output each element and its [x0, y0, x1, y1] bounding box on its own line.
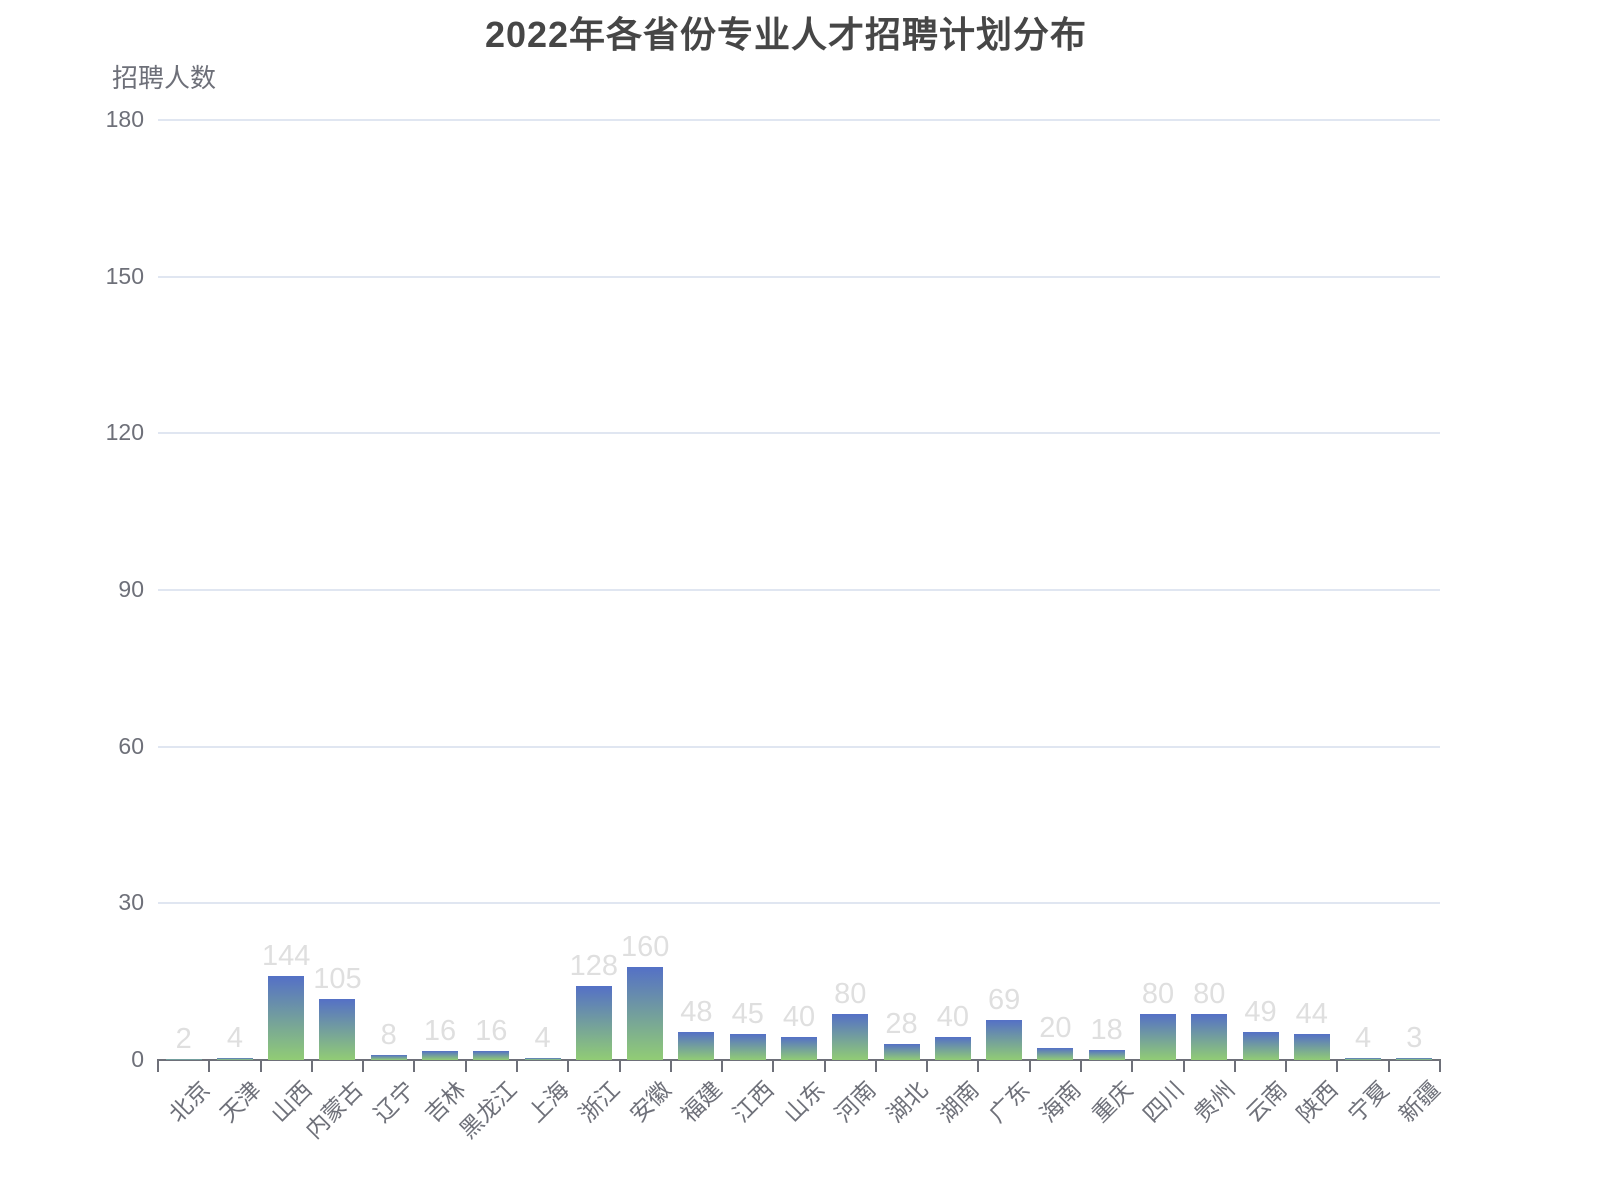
x-axis-tick [259, 1061, 262, 1072]
bar[interactable] [729, 1033, 766, 1060]
bar-value-label: 80 [834, 977, 867, 1010]
bar[interactable] [1345, 1057, 1382, 1060]
y-tick-label: 0 [131, 1046, 144, 1072]
bar-value-label: 8 [380, 1019, 397, 1052]
y-tick-label: 180 [105, 106, 144, 132]
bar[interactable] [1293, 1034, 1330, 1060]
bar-value-label: 40 [782, 1000, 816, 1033]
bar[interactable] [1037, 1048, 1074, 1060]
bar[interactable] [575, 985, 612, 1060]
bar-value-label: 144 [261, 940, 311, 973]
bar[interactable] [165, 1058, 202, 1060]
chart-title: 2022年各省份专业人才招聘计划分布 [484, 14, 1088, 55]
x-axis-tick [1182, 1061, 1185, 1072]
bar[interactable] [1088, 1049, 1125, 1060]
bar[interactable] [832, 1013, 869, 1060]
bar-value-label: 49 [1244, 995, 1277, 1028]
gridline [158, 589, 1440, 591]
x-axis-tick [977, 1061, 980, 1072]
bar[interactable] [1191, 1013, 1228, 1060]
bar-value-label: 3 [1406, 1022, 1423, 1055]
x-axis-tick [362, 1061, 365, 1072]
bar[interactable] [781, 1036, 817, 1060]
bar[interactable] [1139, 1013, 1176, 1060]
y-tick-label: 150 [105, 262, 144, 289]
bar-value-label: 16 [475, 1014, 508, 1047]
bar[interactable] [1242, 1031, 1279, 1060]
bar-value-label: 105 [313, 963, 362, 996]
x-axis-tick [1080, 1061, 1083, 1072]
plot-area: 0 30 60 90 120 150 180 2 北京 4 天津 144 山西 105 内蒙古 8 辽宁 16 吉林… [106, 106, 1445, 1143]
bar-value-label: 40 [936, 1000, 969, 1033]
x-axis-tick [1131, 1061, 1134, 1072]
gridline [158, 745, 1440, 748]
x-axis-tick [515, 1061, 518, 1072]
x-axis-line [157, 1059, 1441, 1061]
bar[interactable] [627, 967, 664, 1060]
x-axis-tick [618, 1061, 621, 1072]
x-axis-tick [1336, 1061, 1339, 1072]
bar-value-label: 4 [226, 1021, 243, 1054]
bar[interactable] [524, 1057, 561, 1060]
bar-value-label: 4 [1355, 1021, 1372, 1054]
bar-value-label: 44 [1295, 998, 1328, 1031]
bar-value-label: 128 [569, 949, 619, 982]
y-tick-label: 60 [118, 732, 144, 759]
x-axis-tick [1233, 1061, 1236, 1072]
bar-value-label: 48 [680, 996, 713, 1029]
x-axis-tick [1387, 1061, 1390, 1072]
bar-value-label: 69 [987, 983, 1021, 1016]
bar[interactable] [319, 999, 356, 1060]
x-axis-tick [721, 1061, 724, 1072]
bar[interactable] [473, 1050, 510, 1060]
x-axis-tick [669, 1061, 672, 1072]
bar-value-label: 4 [534, 1021, 551, 1054]
bar-value-label: 45 [731, 997, 764, 1030]
y-tick-label: 30 [118, 889, 144, 916]
bar-value-label: 80 [1193, 977, 1226, 1010]
y-tick-label: 120 [105, 419, 144, 446]
bar-value-label: 160 [620, 931, 670, 964]
bar-value-label: 80 [1141, 977, 1175, 1010]
x-axis-tick [1285, 1061, 1288, 1072]
gridline [158, 119, 1440, 121]
x-axis-tick [310, 1061, 313, 1072]
x-axis-tick [464, 1061, 467, 1072]
bar[interactable] [678, 1032, 715, 1060]
bar[interactable] [883, 1043, 920, 1060]
x-axis-tick [926, 1061, 929, 1072]
x-axis-tick [772, 1061, 775, 1072]
bar-value-label: 2 [175, 1022, 192, 1055]
x-axis-tick [823, 1061, 826, 1072]
x-axis-tick [1028, 1061, 1031, 1072]
bar[interactable] [422, 1050, 459, 1060]
bar[interactable] [934, 1036, 971, 1060]
y-axis-name: 招聘人数 [112, 63, 217, 93]
bar[interactable] [1396, 1058, 1433, 1060]
gridline [158, 275, 1440, 278]
x-axis-tick [413, 1061, 416, 1072]
x-axis-tick [567, 1061, 570, 1072]
bar-value-label: 20 [1039, 1012, 1072, 1045]
bar[interactable] [268, 976, 305, 1060]
gridline [158, 902, 1440, 905]
x-axis-tick [208, 1061, 211, 1072]
bar-value-label: 16 [423, 1014, 457, 1047]
bar-value-label: 18 [1090, 1013, 1123, 1046]
gridline [158, 432, 1440, 435]
x-axis-tick [157, 1061, 159, 1072]
x-axis-tick [874, 1061, 877, 1072]
bar[interactable] [370, 1055, 407, 1060]
x-axis-tick [1439, 1061, 1441, 1072]
bar[interactable] [216, 1057, 253, 1060]
bar[interactable] [986, 1019, 1023, 1060]
bar-value-label: 28 [885, 1007, 918, 1040]
y-tick-label: 90 [118, 576, 144, 602]
